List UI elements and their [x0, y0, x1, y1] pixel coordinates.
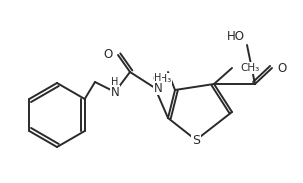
Text: N: N [111, 85, 119, 98]
Text: CH₃: CH₃ [152, 74, 171, 84]
Text: S: S [192, 134, 200, 147]
Text: O: O [104, 48, 113, 61]
Text: O: O [277, 61, 286, 74]
Text: H: H [154, 73, 162, 83]
Text: HO: HO [227, 30, 245, 43]
Text: CH₃: CH₃ [240, 63, 259, 73]
Text: H: H [111, 77, 119, 87]
Text: N: N [154, 81, 162, 94]
